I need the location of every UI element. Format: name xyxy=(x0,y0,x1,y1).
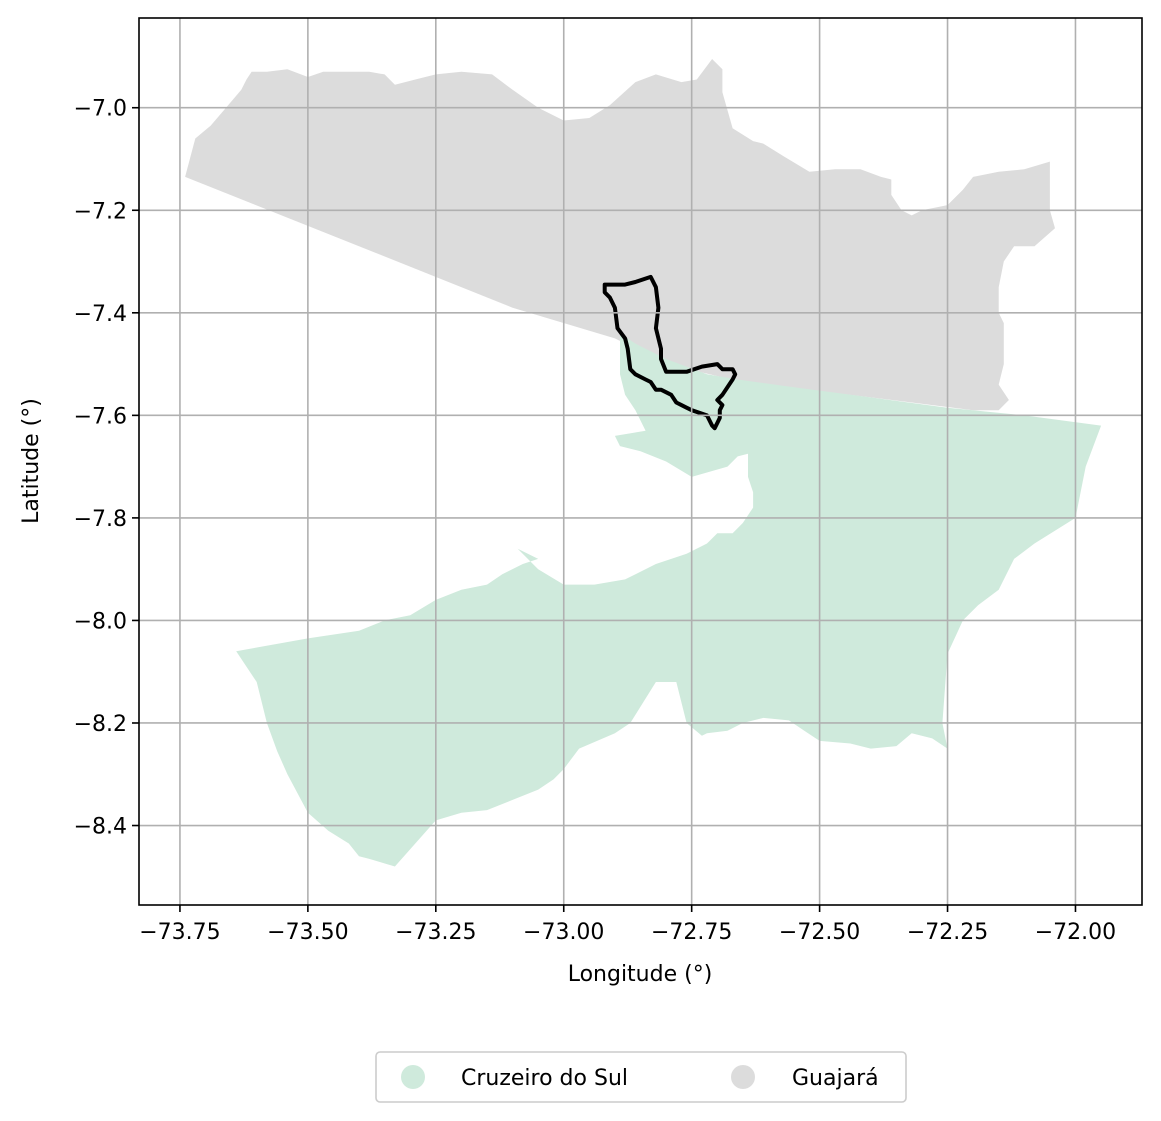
legend-label-guajara: Guajará xyxy=(792,1066,879,1091)
y-tick-label: −7.4 xyxy=(74,302,127,327)
x-tick-label: −72.25 xyxy=(907,920,988,945)
highlight-boundary-outline xyxy=(602,274,738,431)
regions-layer xyxy=(185,59,1102,867)
x-tick-label: −72.75 xyxy=(651,920,732,945)
y-axis-ticks: −7.0 −7.2 −7.4 −7.6 −7.8 −8.0 −8.2 −8.4 xyxy=(74,97,139,840)
legend-marker-guajara xyxy=(731,1065,755,1089)
y-tick-label: −8.0 xyxy=(74,609,127,634)
y-tick-label: −8.2 xyxy=(74,712,127,737)
x-tick-label: −73.00 xyxy=(523,920,604,945)
x-tick-label: −73.50 xyxy=(267,920,348,945)
x-tick-label: −73.25 xyxy=(395,920,476,945)
grid-layer xyxy=(139,18,1142,905)
y-tick-label: −7.2 xyxy=(74,199,127,224)
y-tick-label: −8.4 xyxy=(74,815,127,840)
outline-layer xyxy=(602,274,738,431)
y-tick-label: −7.6 xyxy=(74,404,127,429)
plot-frame xyxy=(138,17,1143,906)
legend-frame xyxy=(375,1051,907,1103)
legend-label-cruzeiro-do-sul: Cruzeiro do Sul xyxy=(461,1066,628,1091)
y-axis-label: Latitude (°) xyxy=(19,398,44,524)
region-cruzeiro-do-sul xyxy=(236,333,1102,867)
x-tick-label: −72.00 xyxy=(1035,920,1116,945)
x-tick-label: −73.75 xyxy=(139,920,220,945)
legend: Cruzeiro do Sul Guajará xyxy=(375,1051,907,1103)
x-axis-label: Longitude (°) xyxy=(568,962,713,987)
y-tick-label: −7.8 xyxy=(74,507,127,532)
x-tick-label: −72.50 xyxy=(779,920,860,945)
x-axis-ticks: −73.75 −73.50 −73.25 −73.00 −72.75 −72.50 −72.… xyxy=(139,905,1116,945)
region-guajara xyxy=(185,59,1056,411)
y-tick-label: −7.0 xyxy=(74,97,127,122)
legend-marker-cruzeiro-do-sul xyxy=(401,1065,425,1089)
